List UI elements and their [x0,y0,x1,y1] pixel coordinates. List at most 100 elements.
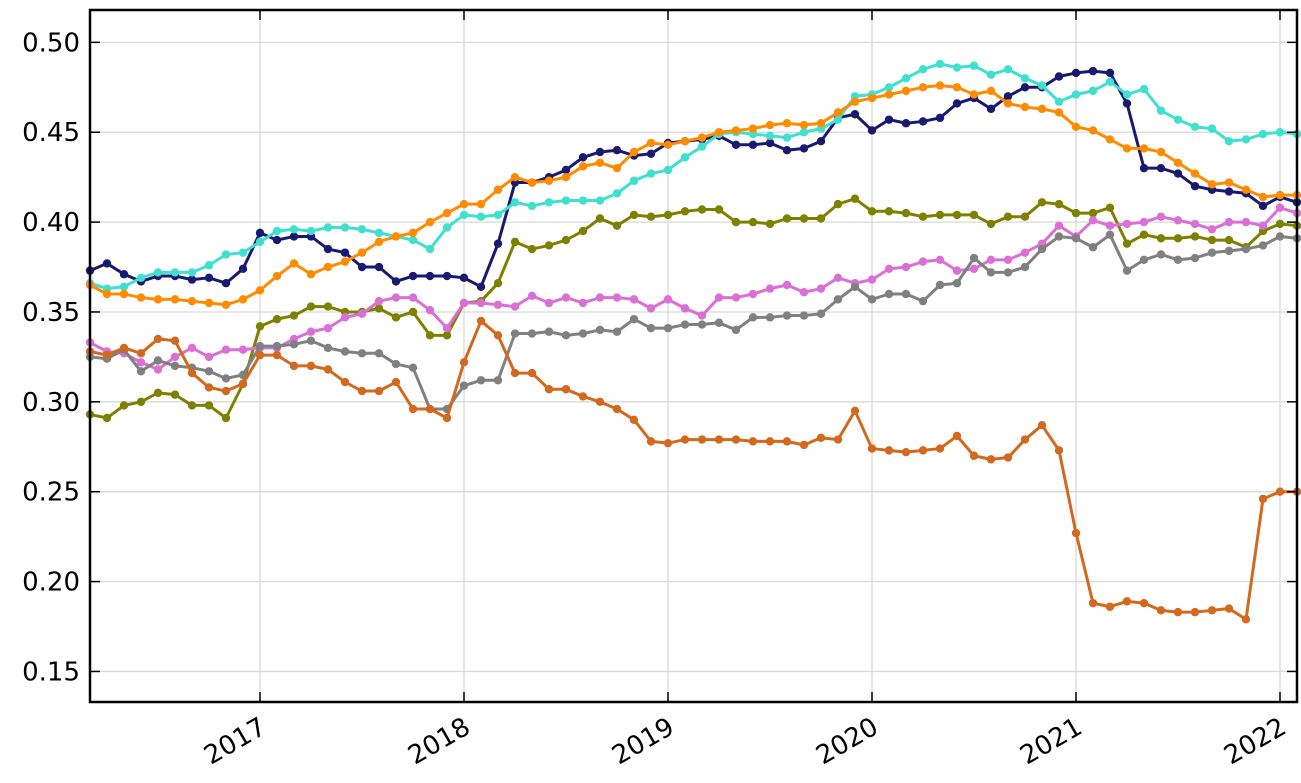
data-point [1190,253,1200,263]
data-point [697,205,707,214]
data-point [1139,598,1149,608]
data-point [340,313,350,322]
data-point [544,327,554,336]
data-point [1054,221,1064,230]
data-point [595,397,605,407]
data-point [833,199,843,209]
data-point [1224,137,1234,146]
data-point [663,323,673,333]
data-point [1003,99,1013,108]
data-point [850,282,860,291]
data-point [255,237,265,247]
data-point [782,133,792,142]
data-point [884,446,894,455]
data-point [1275,203,1285,212]
data-point [867,275,877,284]
data-point [986,86,996,96]
data-point [272,314,282,324]
data-point [1088,216,1098,225]
data-point [1003,92,1013,101]
data-point [935,444,945,453]
data-point [187,275,197,284]
data-point [663,295,673,304]
data-point [1054,108,1064,117]
data-point [748,140,758,150]
data-point [1122,219,1132,229]
data-point [255,286,265,295]
data-point [102,413,112,423]
data-point [867,207,877,216]
data-point [646,149,656,158]
data-point [1224,246,1234,256]
data-point [561,385,571,394]
data-point [1122,144,1132,153]
data-point [425,404,435,414]
data-point [646,323,656,333]
data-point [544,241,554,250]
data-point [578,298,588,308]
data-point [204,401,214,410]
data-point [1241,217,1251,227]
data-point [204,352,214,362]
data-point [986,104,996,114]
data-point [1071,68,1081,78]
data-point [238,264,248,274]
data-point [612,221,622,230]
data-point [1003,255,1013,265]
data-point [595,214,605,223]
data-point [119,289,129,299]
data-point [935,280,945,290]
data-point [561,172,571,182]
data-point [833,435,843,444]
data-point [374,304,384,313]
data-point [1037,104,1047,114]
data-point [1105,77,1115,87]
data-point [408,293,418,302]
data-point [833,273,843,283]
data-point [459,298,469,308]
data-point [340,347,350,356]
data-point [1020,262,1030,272]
data-point [1122,597,1132,606]
data-point [510,172,520,182]
plot-area [85,59,1301,624]
data-point [527,178,537,187]
data-point [527,291,537,300]
data-point [544,198,554,207]
data-point [1190,122,1200,132]
data-point [527,368,537,378]
data-point [272,350,282,360]
data-point [969,210,979,220]
data-point [1224,217,1234,227]
data-point [1054,72,1064,81]
data-point [408,307,418,317]
data-point [1037,421,1047,430]
data-point [646,304,656,313]
data-point [357,262,367,272]
data-point [1037,81,1047,90]
data-point [442,208,452,218]
data-point [952,99,962,108]
data-point [1258,192,1268,202]
data-point [1054,446,1064,455]
data-point [765,138,775,148]
data-point [578,196,588,205]
data-point [969,253,979,263]
data-point [476,199,486,209]
data-point [867,126,877,135]
data-point [901,262,911,272]
data-point [102,259,112,268]
data-point [680,153,690,162]
data-point [136,397,146,407]
data-point [714,318,724,327]
data-point [408,228,418,238]
data-point [986,219,996,229]
data-point [272,235,282,245]
data-point [238,248,248,257]
data-point [952,279,962,288]
data-point [612,327,622,336]
data-point [493,210,503,220]
data-point [1088,86,1098,96]
data-point [493,279,503,288]
data-point [1054,232,1064,241]
